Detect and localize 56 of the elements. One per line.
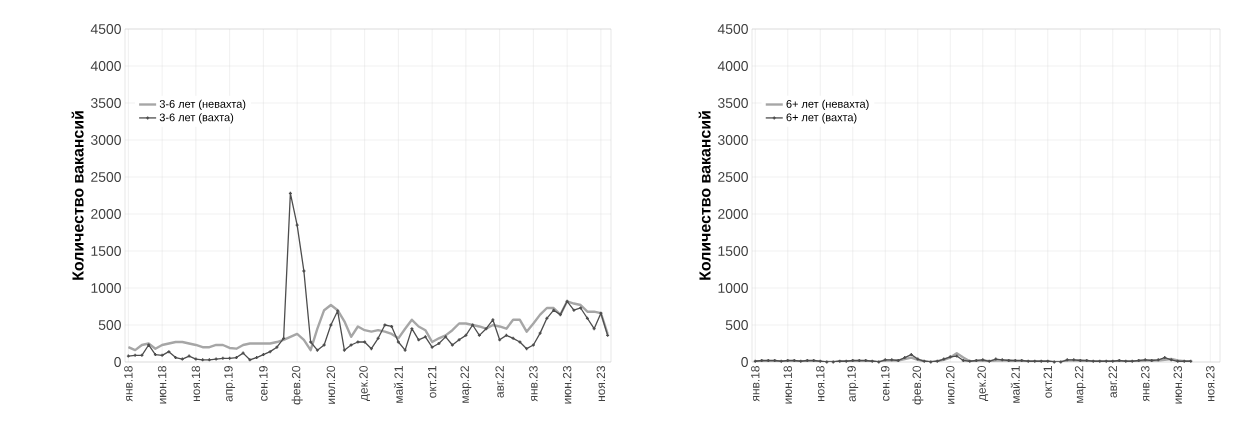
x-tick-label: июл.20	[946, 365, 955, 404]
x-tick-label: янв.18	[751, 366, 760, 402]
legend-label: 6+ лет (вахта)	[786, 113, 857, 124]
x-tick-label: авг.22	[1108, 366, 1117, 398]
y-tick-label: 500	[98, 320, 121, 330]
x-tick-label: сен.19	[881, 366, 890, 401]
y-tick-label: 3000	[718, 135, 748, 145]
x-tick-label: июл.20	[326, 365, 336, 404]
y-tick-label: 2000	[718, 209, 748, 219]
x-tick-label: дек.20	[977, 365, 989, 401]
y-tick-label: 4000	[717, 61, 748, 71]
x-tick-label: апр.19	[847, 366, 859, 402]
y-tick-label: 500	[725, 320, 748, 330]
x-tick-label: дек.20	[359, 365, 370, 401]
x-tick-label: июн.18	[783, 366, 792, 404]
x-tick-label: май.21	[393, 366, 403, 403]
x-tick-label: май.21	[1010, 366, 1020, 403]
x-tick-label: мар.22	[460, 366, 472, 403]
x-tick-label: июн.23	[1173, 366, 1182, 404]
x-tick-label: фев.20	[912, 365, 924, 405]
y-tick-label: 2000	[91, 209, 121, 219]
x-tick-label: ноя.23	[1206, 366, 1215, 402]
x-tick-label: авг.22	[495, 366, 504, 398]
x-tick-label: апр.19	[224, 366, 236, 402]
x-tick-label: окт.21	[427, 366, 437, 398]
y-tick-label: 1000	[718, 283, 748, 293]
x-tick-label: янв.18	[124, 366, 133, 402]
x-tick-label: июн.18	[157, 366, 167, 404]
y-tick-label: 2500	[91, 172, 121, 182]
x-tick-label: ноя.18	[191, 366, 201, 402]
x-tick-label: фев.20	[291, 365, 303, 405]
y-tick-label: 3500	[718, 98, 748, 108]
x-tick-label: ноя.18	[816, 366, 825, 402]
y-tick-label: 1000	[91, 283, 121, 293]
y-tick-label: 0	[741, 357, 748, 367]
x-tick-label: ноя.23	[596, 366, 606, 402]
y-tick-label: 4000	[90, 61, 121, 71]
y-tick-label: 0	[114, 357, 121, 367]
x-tick-label: июн.23	[562, 366, 572, 404]
y-tick-label: 3000	[90, 135, 121, 145]
x-tick-label: окт.21	[1043, 366, 1052, 398]
legend-label: 3-6 лет (вахта)	[159, 113, 234, 124]
legend-label: 6+ лет (невахта)	[786, 99, 869, 110]
y-tick-label: 4500	[717, 24, 748, 34]
x-tick-label: мар.22	[1074, 366, 1086, 403]
y-tick-label: 1500	[718, 246, 748, 256]
x-tick-label: янв.23	[1141, 366, 1150, 402]
legend-label: 3-6 лет (невахта)	[159, 99, 246, 110]
y-axis-title: Количество вакансий	[698, 111, 711, 280]
y-tick-label: 3500	[90, 98, 121, 108]
y-axis-title: Количество вакансий	[71, 111, 84, 280]
x-tick-label: янв.23	[529, 366, 538, 402]
y-tick-label: 1500	[91, 246, 121, 256]
y-tick-label: 4500	[90, 24, 121, 34]
x-tick-label: сен.19	[259, 366, 268, 401]
y-tick-label: 2500	[718, 172, 748, 182]
